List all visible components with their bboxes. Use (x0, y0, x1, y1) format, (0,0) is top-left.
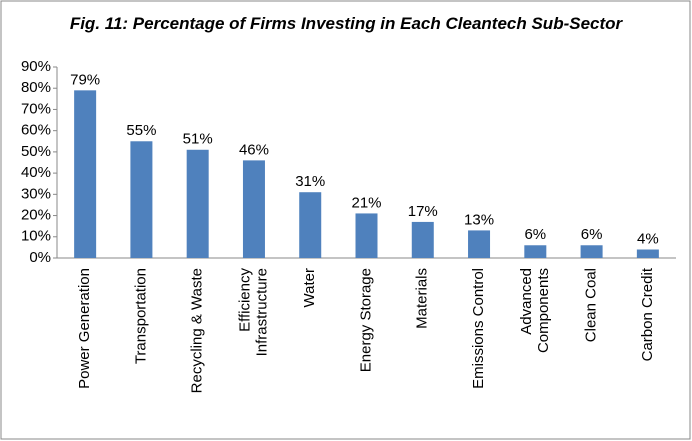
y-tick-label: 10% (21, 228, 51, 245)
y-tick-label: 30% (21, 185, 51, 202)
bar (636, 249, 659, 258)
bar (355, 213, 378, 258)
x-tick-label: Transportation (132, 268, 149, 364)
y-tick-label: 90% (21, 58, 51, 75)
chart-title: Fig. 11: Percentage of Firms Investing i… (69, 14, 623, 33)
x-tick-label: Efficiency Infrastructure (236, 268, 270, 361)
bar (524, 245, 547, 258)
bar (468, 230, 491, 258)
x-tick-label: Advanced Components (518, 268, 552, 357)
bar (186, 149, 209, 258)
bar (580, 245, 603, 258)
y-tick-label: 70% (21, 100, 51, 117)
x-tick-label: Water (301, 268, 318, 307)
value-label: 21% (351, 194, 381, 211)
value-label: 79% (70, 71, 100, 88)
x-tick-label: Carbon Credit (639, 267, 656, 361)
value-label: 4% (637, 230, 659, 247)
value-label: 6% (581, 226, 603, 243)
value-label: 31% (295, 173, 325, 190)
value-label: 51% (183, 131, 213, 148)
value-label: 13% (464, 211, 494, 228)
y-tick-label: 20% (21, 207, 51, 224)
x-tick-label: Clean Coal (583, 268, 600, 342)
bar (130, 141, 153, 258)
value-label: 55% (126, 122, 156, 139)
y-tick-label: 50% (21, 143, 51, 160)
bar (411, 221, 434, 258)
bar (74, 90, 97, 258)
x-tick-label: Materials (414, 268, 431, 329)
y-tick-label: 80% (21, 79, 51, 96)
x-tick-label: Power Generation (76, 268, 93, 389)
y-tick-label: 60% (21, 122, 51, 139)
bar (242, 160, 265, 258)
value-label: 46% (239, 141, 269, 158)
x-tick-label: Recycling & Waste (189, 268, 206, 393)
y-tick-label: 40% (21, 164, 51, 181)
bar (299, 192, 322, 258)
value-label: 6% (524, 226, 546, 243)
x-tick-label: Emissions Control (470, 268, 487, 389)
y-tick-label: 0% (29, 249, 51, 266)
value-label: 17% (408, 203, 438, 220)
x-tick-label: Energy Storage (357, 268, 374, 372)
